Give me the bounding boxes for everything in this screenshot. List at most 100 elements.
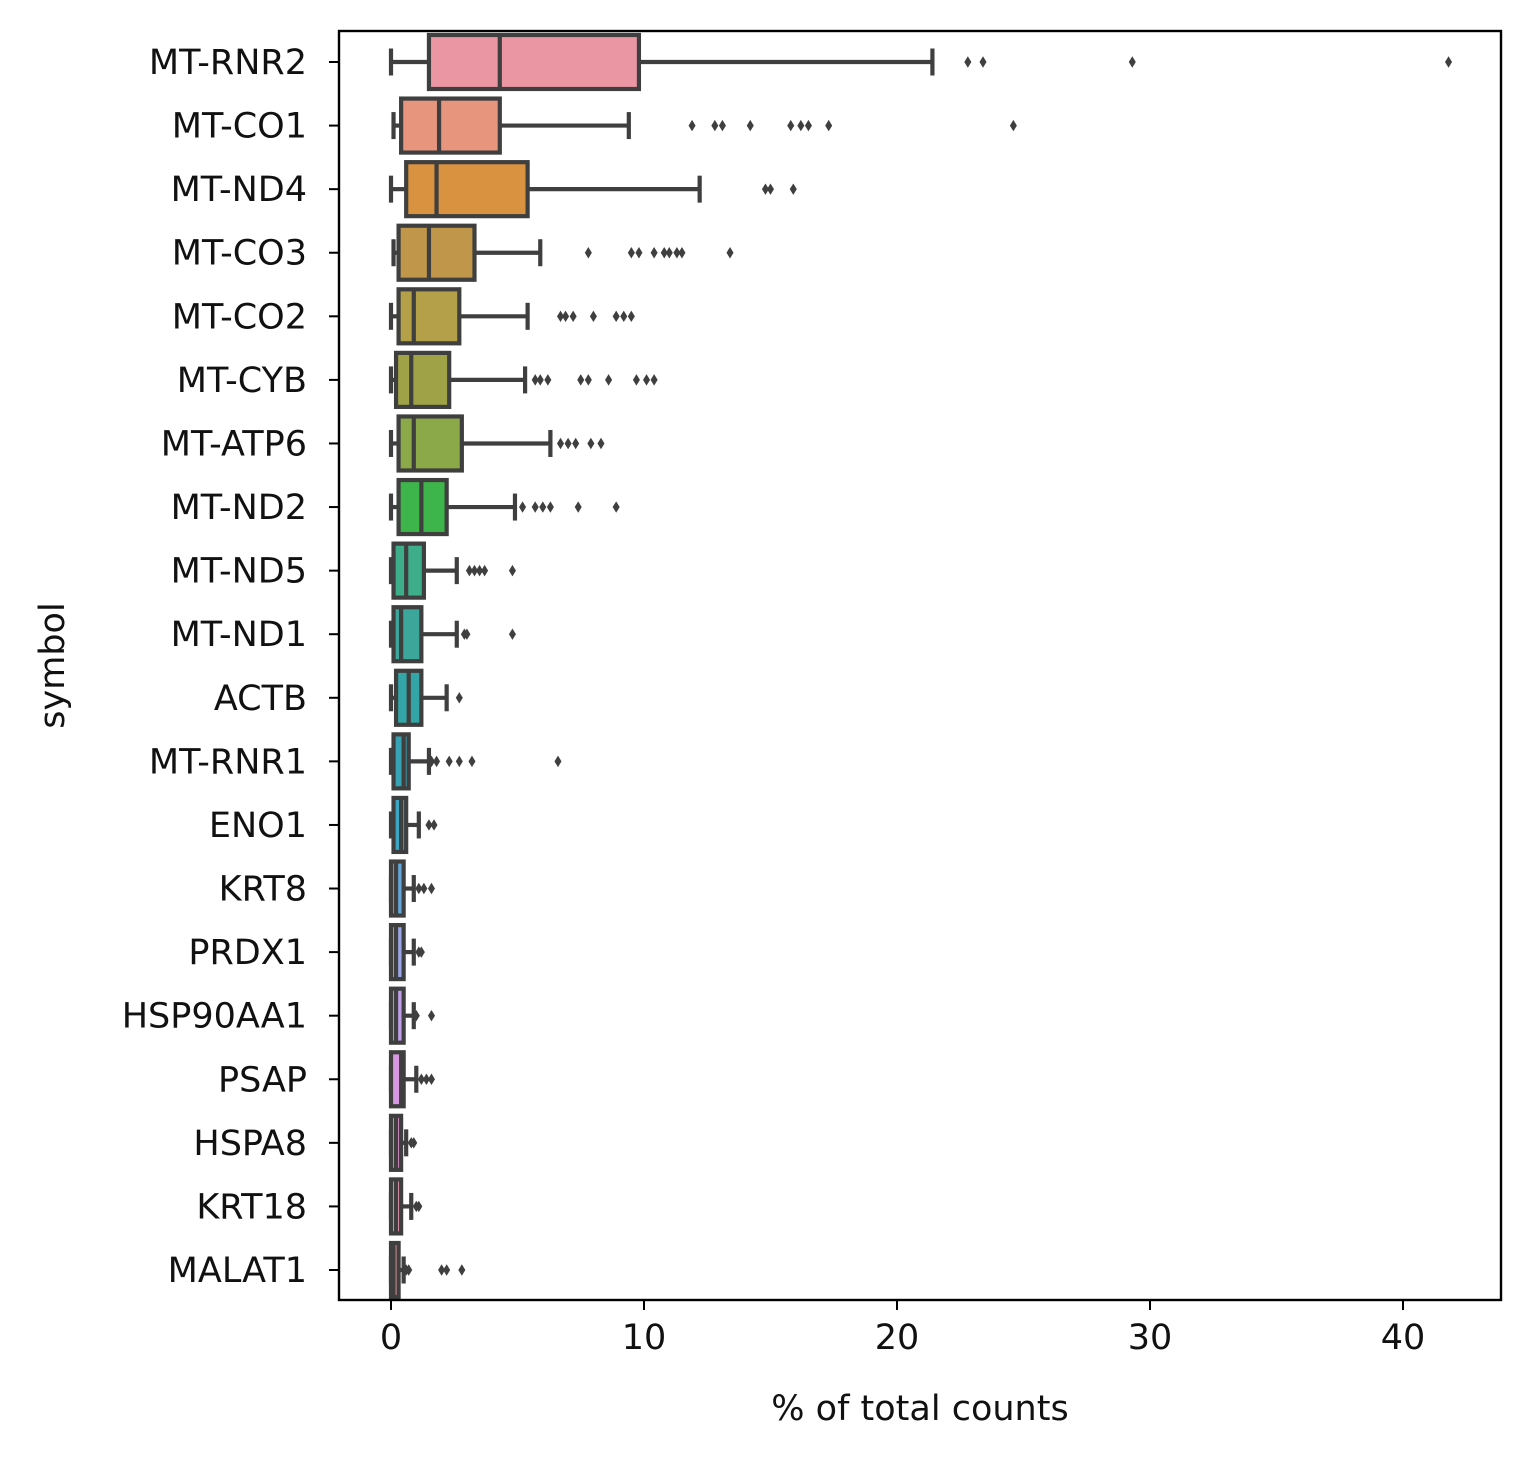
outlier-point [787,119,795,132]
y-tick-label: MT-ND1 [171,615,307,655]
iqr-box [426,32,642,92]
outlier-point [650,374,658,386]
outlier-point [465,564,473,577]
outlier-point [544,374,552,386]
y-tick-label: MT-CO2 [172,297,307,337]
outlier-point [726,247,734,259]
x-tick-label: 10 [622,1318,667,1358]
outlier-point [556,310,565,323]
outlier-point [422,1073,430,1085]
box-mt-co3 [391,223,734,282]
outlier-point [589,310,597,323]
y-tick-label: HSP90AA1 [122,997,307,1037]
outlier-point [597,437,605,450]
outlier-point [688,119,696,132]
iqr-box [396,414,464,473]
box-mt-co2 [388,287,635,346]
outlier-point [425,819,433,831]
box-mt-rnr1 [388,732,562,791]
box-psap [388,1050,435,1109]
box-actb [388,668,463,727]
outlier-point [964,56,972,68]
box-hsp90aa1 [388,986,435,1045]
y-axis: MT-RNR2 MT-CO1 MT-ND4 MT-CO3 MT-CO2 MT-CYB MT-… [122,43,339,1291]
outlier-point [470,564,479,577]
outlier-point [825,119,833,132]
outlier-point [587,437,595,450]
outlier-point [415,1200,423,1213]
outlier-point [766,183,775,195]
x-axis-title: % of total counts [771,1389,1068,1429]
outlier-point [536,374,544,386]
outlier-point [584,374,592,386]
outlier-point [650,247,658,259]
plot-frame [337,29,1503,1302]
outlier-point [463,628,471,640]
outlier-point [612,501,620,513]
y-tick-label: MT-ATP6 [161,424,307,464]
box-mt-nd1 [388,605,516,664]
x-tick-label: 30 [1128,1318,1173,1358]
x-axis: 0 10 20 30 40 [380,1300,1425,1358]
outlier-point [556,437,565,450]
y-tick-label: ENO1 [209,806,307,846]
outlier-point [430,819,438,831]
outlier-point [620,310,628,323]
outlier-point [433,755,441,768]
outlier-point [1445,56,1453,68]
y-tick-label: ACTB [214,679,307,719]
outlier-point [455,755,463,768]
outlier-point [458,1264,466,1276]
outlier-point [427,755,435,768]
outlier-point [584,247,592,259]
outlier-point [554,755,562,768]
outlier-point [660,247,668,259]
y-tick-label: MALAT1 [168,1251,307,1291]
outlier-point [635,247,643,259]
y-tick-label: MT-RNR2 [149,43,307,83]
outlier-point [420,882,428,895]
outlier-point [531,374,539,386]
outlier-point [711,119,719,132]
outlier-point [572,437,580,450]
outlier-point [789,183,797,195]
box-krt18 [388,1177,423,1236]
iqr-box [399,96,502,155]
outlier-point [1128,56,1136,68]
iqr-box [391,732,411,791]
outlier-point [445,755,453,768]
outlier-point [678,247,686,259]
outlier-point [673,247,681,259]
box-eno1 [388,795,438,855]
outlier-point [665,247,673,259]
iqr-box [391,605,424,664]
box-mt-rnr2 [388,32,1453,92]
outlier-point [804,119,812,132]
outlier-point [417,946,425,958]
outlier-point [427,1073,435,1085]
y-tick-label: MT-RNR1 [149,742,307,782]
outlier-point [577,374,585,386]
iqr-box [396,287,462,346]
outlier-point [627,247,635,259]
outlier-point [415,882,423,895]
outlier-point [417,1073,425,1085]
y-tick-label: PRDX1 [188,933,307,973]
y-tick-label: MT-CO1 [172,107,307,147]
iqr-box [391,541,426,600]
outlier-point [632,374,640,386]
box-hspa8 [388,1113,418,1172]
box-mt-nd5 [388,541,516,600]
y-tick-label: MT-CO3 [172,234,307,274]
box-prdx1 [388,923,425,982]
box-mt-cyb [388,350,658,409]
outlier-point [481,564,489,577]
y-tick-label: HSPA8 [193,1124,307,1164]
outlier-point [979,56,987,68]
outlier-point [605,374,613,386]
outlier-point [797,119,805,132]
outlier-point [443,1264,451,1276]
box-series [388,32,1453,1300]
outlier-point [562,310,570,323]
